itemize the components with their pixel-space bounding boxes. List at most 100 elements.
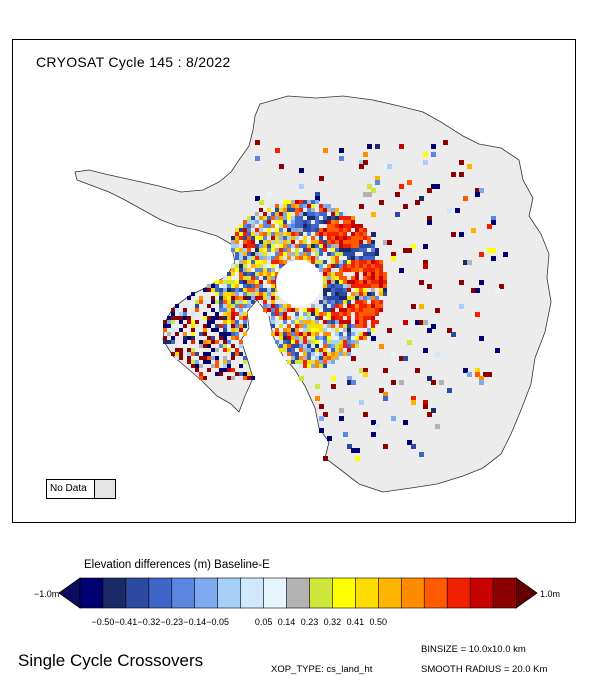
grid-cell — [339, 340, 343, 344]
grid-cell — [343, 324, 347, 328]
grid-cell — [259, 256, 263, 260]
grid-cell — [291, 244, 295, 248]
grid-cell — [295, 208, 299, 212]
grid-cell — [235, 260, 239, 264]
grid-cell — [279, 260, 283, 264]
grid-cell — [307, 344, 311, 348]
grid-cell — [279, 312, 283, 316]
grid-cell — [231, 324, 235, 328]
grid-cell — [351, 280, 355, 284]
grid-cell — [259, 300, 263, 304]
grid-cell — [371, 260, 375, 264]
colorbar-swatch — [286, 577, 311, 609]
grid-cell — [467, 372, 472, 377]
grid-cell — [423, 348, 428, 353]
grid-cell — [355, 232, 359, 236]
grid-cell — [279, 324, 283, 328]
grid-cell — [299, 352, 303, 356]
grid-cell — [243, 252, 247, 256]
grid-cell — [251, 256, 255, 260]
grid-cell — [375, 268, 379, 272]
grid-cell — [311, 364, 315, 368]
grid-cell — [347, 444, 352, 449]
grid-cell — [367, 304, 371, 308]
grid-cell — [367, 264, 371, 268]
grid-cell — [347, 324, 351, 328]
grid-cell — [255, 280, 259, 284]
grid-cell — [331, 308, 335, 312]
grid-cell — [291, 220, 295, 224]
grid-cell — [423, 404, 428, 409]
grid-cell — [259, 244, 263, 248]
grid-cell — [267, 228, 271, 232]
grid-cell — [243, 288, 247, 292]
grid-cell — [407, 340, 412, 345]
grid-cell — [231, 248, 235, 252]
grid-cell — [299, 200, 303, 204]
grid-cell — [411, 444, 416, 449]
grid-cell — [459, 172, 464, 177]
grid-cell — [371, 288, 375, 292]
grid-cell — [359, 280, 363, 284]
grid-cell — [319, 404, 324, 409]
grid-cell — [499, 284, 504, 289]
grid-cell — [187, 336, 191, 340]
grid-cell — [303, 332, 307, 336]
grid-cell — [371, 256, 375, 260]
grid-cell — [403, 356, 408, 361]
grid-cell — [347, 380, 352, 385]
grid-cell — [187, 356, 191, 360]
grid-cell — [359, 368, 364, 373]
grid-cell — [311, 328, 315, 332]
grid-cell — [287, 236, 291, 240]
grid-cell — [279, 232, 283, 236]
grid-cell — [371, 308, 375, 312]
grid-cell — [423, 400, 428, 405]
grid-cell — [299, 312, 303, 316]
grid-cell — [319, 268, 323, 272]
grid-cell — [271, 276, 275, 280]
grid-cell — [315, 192, 320, 197]
grid-cell — [279, 244, 283, 248]
grid-cell — [259, 208, 264, 213]
grid-cell — [315, 324, 319, 328]
grid-cell — [371, 212, 376, 217]
grid-cell — [219, 280, 223, 284]
grid-cell — [307, 228, 311, 232]
grid-cell — [327, 300, 331, 304]
grid-cell — [343, 308, 347, 312]
grid-cell — [255, 228, 259, 232]
grid-cell — [163, 324, 167, 328]
grid-cell — [335, 248, 339, 252]
grid-cell — [319, 348, 323, 352]
colorbar-tick-label: 0.23 — [300, 617, 319, 627]
colorbar-tick-label: 0.05 — [254, 617, 273, 627]
grid-cell — [315, 316, 319, 320]
grid-cell — [479, 252, 484, 257]
grid-cell — [335, 328, 339, 332]
grid-cell — [303, 324, 307, 328]
grid-cell — [219, 292, 223, 296]
grid-cell — [315, 304, 319, 308]
grid-cell — [239, 288, 243, 292]
grid-cell — [363, 268, 367, 272]
grid-cell — [283, 324, 287, 328]
grid-cell — [343, 244, 347, 248]
grid-cell — [195, 304, 199, 308]
grid-cell — [359, 160, 364, 165]
grid-cell — [363, 228, 367, 232]
grid-cell — [219, 372, 223, 376]
grid-cell — [295, 244, 299, 248]
grid-cell — [359, 312, 363, 316]
grid-cell — [243, 316, 247, 320]
grid-cell — [311, 228, 315, 232]
grid-cell — [319, 264, 323, 268]
grid-cell — [323, 412, 328, 417]
grid-cell — [171, 340, 175, 344]
grid-cell — [323, 264, 327, 268]
grid-cell — [467, 260, 472, 265]
grid-cell — [479, 376, 484, 381]
grid-cell — [307, 224, 311, 228]
grid-cell — [235, 296, 239, 300]
grid-cell — [359, 232, 363, 236]
